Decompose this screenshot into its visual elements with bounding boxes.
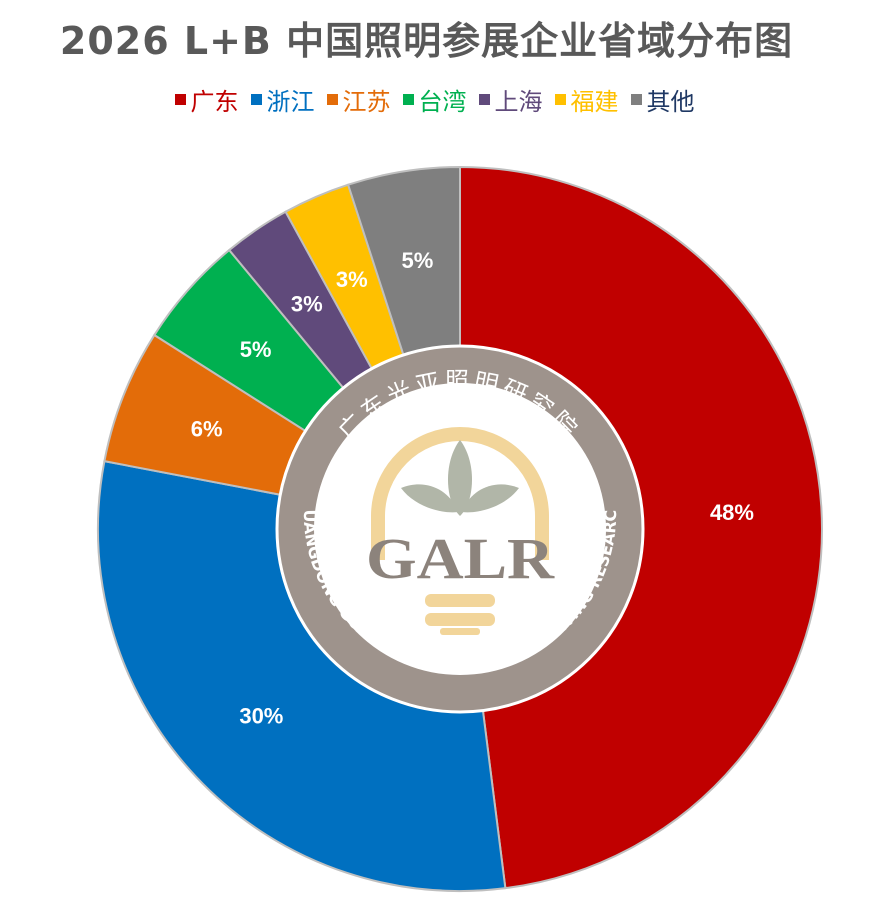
legend-swatch xyxy=(554,94,566,105)
legend-label: 浙江 xyxy=(266,88,315,116)
legend-item: 台湾 xyxy=(402,82,467,117)
bulb-arch xyxy=(371,427,549,560)
legend-item: 福建 xyxy=(554,82,619,117)
donut-labels: 48% 30% 6% 5% 3% 3% 5% xyxy=(191,248,754,729)
logo-abbreviation: GALR xyxy=(366,526,555,591)
legend-swatch xyxy=(478,94,490,105)
data-label: 3% xyxy=(336,267,368,292)
legend-label: 上海 xyxy=(494,88,543,116)
data-label: 30% xyxy=(239,704,283,729)
legend-label: 其他 xyxy=(646,88,695,116)
legend-item: 其他 xyxy=(630,82,695,117)
logo-inner-circle xyxy=(314,383,606,675)
legend-swatch xyxy=(174,94,186,105)
legend-swatch xyxy=(250,94,262,105)
chart-title: 2026 L+B 中国照明参展企业省域分布图 xyxy=(59,19,794,63)
legend-item: 广东 xyxy=(174,82,239,117)
legend-swatch xyxy=(326,94,338,105)
legend-label: 江苏 xyxy=(342,88,391,116)
legend-label: 福建 xyxy=(570,88,619,116)
legend-label: 台湾 xyxy=(418,88,467,116)
legend-item: 上海 xyxy=(478,82,543,117)
legend-item: 江苏 xyxy=(326,82,391,117)
leaf-icon xyxy=(401,440,519,516)
data-label: 5% xyxy=(401,248,433,273)
data-label: 3% xyxy=(291,292,323,317)
chart-legend: 广东 浙江 江苏 台湾 上海 福建 其他 xyxy=(0,82,869,117)
donut-slices xyxy=(97,165,824,892)
data-label: 5% xyxy=(240,337,272,362)
legend-label: 广东 xyxy=(190,88,239,116)
data-label: 6% xyxy=(191,417,223,442)
legend-swatch xyxy=(402,94,414,105)
data-label: 48% xyxy=(710,500,754,525)
legend-item: 浙江 xyxy=(250,82,315,117)
bulb-base-icon xyxy=(425,594,495,635)
logo-ring-border xyxy=(275,344,645,714)
legend-swatch xyxy=(630,94,642,105)
